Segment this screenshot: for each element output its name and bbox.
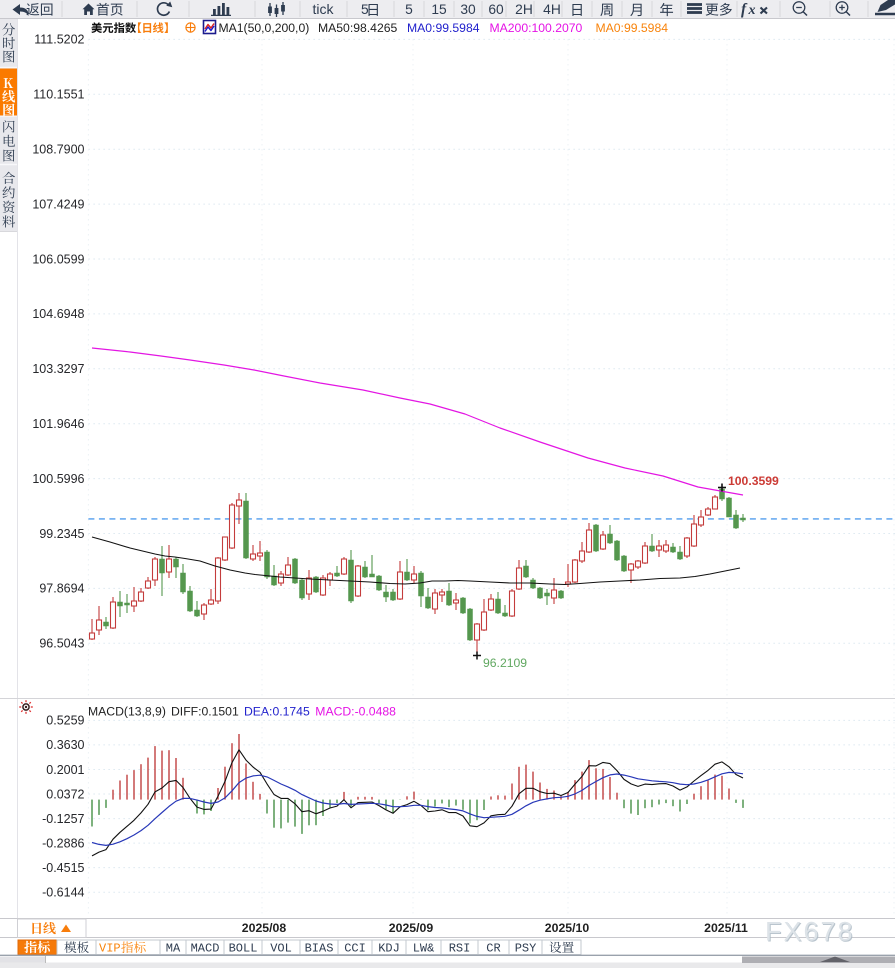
- svg-text:96.5043: 96.5043: [39, 637, 84, 651]
- svg-text:0.3630: 0.3630: [46, 738, 84, 752]
- svg-text:106.0599: 106.0599: [32, 252, 84, 266]
- svg-text:BOLL: BOLL: [229, 942, 258, 956]
- svg-text:DIFF:0.1501: DIFF:0.1501: [171, 705, 239, 719]
- svg-text:103.3297: 103.3297: [32, 362, 84, 376]
- svg-text:f: f: [741, 1, 748, 18]
- svg-text:VOL: VOL: [270, 942, 292, 956]
- svg-text:60: 60: [488, 2, 504, 17]
- svg-text:107.4249: 107.4249: [32, 197, 84, 211]
- svg-text:MACD:-0.0488: MACD:-0.0488: [315, 705, 396, 719]
- svg-text:x: x: [748, 3, 756, 18]
- svg-text:MA0:99.5984: MA0:99.5984: [596, 21, 669, 35]
- svg-text:111.5202: 111.5202: [34, 33, 84, 47]
- svg-text:CCI: CCI: [344, 942, 366, 956]
- svg-text:FX678: FX678: [765, 917, 855, 947]
- svg-text:0.2001: 0.2001: [46, 763, 84, 777]
- svg-text:PSY: PSY: [515, 942, 537, 956]
- svg-text:2025/09: 2025/09: [389, 921, 434, 935]
- svg-text:MA50:98.4265: MA50:98.4265: [318, 21, 398, 35]
- svg-text:2025/11: 2025/11: [704, 921, 748, 935]
- svg-text:5: 5: [361, 2, 369, 17]
- svg-text:4H: 4H: [543, 2, 561, 17]
- svg-text:2025/10: 2025/10: [545, 921, 590, 935]
- svg-text:30: 30: [460, 2, 476, 17]
- svg-text:0.5259: 0.5259: [46, 714, 84, 728]
- svg-text:110.1551: 110.1551: [33, 88, 84, 102]
- svg-text:MA: MA: [166, 942, 181, 956]
- svg-text:108.7900: 108.7900: [32, 143, 84, 157]
- svg-text:DEA:0.1745: DEA:0.1745: [244, 705, 310, 719]
- svg-text:tick: tick: [313, 1, 335, 17]
- svg-text:MA0:99.5984: MA0:99.5984: [407, 21, 480, 35]
- svg-text:-0.1257: -0.1257: [42, 812, 84, 826]
- svg-text:96.2109: 96.2109: [483, 656, 527, 670]
- svg-text:VIP: VIP: [99, 942, 121, 956]
- svg-text:MACD: MACD: [191, 942, 220, 956]
- svg-text:LW&: LW&: [413, 942, 435, 956]
- svg-text:2025/08: 2025/08: [242, 921, 287, 935]
- svg-text:BIAS: BIAS: [305, 942, 334, 956]
- svg-text:15: 15: [431, 2, 447, 17]
- svg-text:FX678: FX678: [766, 918, 856, 948]
- svg-text:2H: 2H: [515, 2, 533, 17]
- svg-text:101.9646: 101.9646: [32, 417, 84, 431]
- svg-text:97.8694: 97.8694: [39, 582, 84, 596]
- svg-text:MACD(13,8,9): MACD(13,8,9): [88, 705, 166, 719]
- svg-text:CR: CR: [486, 942, 500, 956]
- svg-text:MA1(50,0,200,0): MA1(50,0,200,0): [219, 21, 310, 35]
- svg-text:5: 5: [405, 2, 413, 17]
- svg-text:0.0372: 0.0372: [46, 787, 84, 801]
- svg-text:100.3599: 100.3599: [728, 474, 779, 488]
- svg-text:-0.4515: -0.4515: [42, 861, 84, 875]
- svg-text:MA200:100.2070: MA200:100.2070: [490, 21, 583, 35]
- svg-text:RSI: RSI: [449, 942, 471, 956]
- svg-text:104.6948: 104.6948: [32, 307, 84, 321]
- svg-text:-0.6144: -0.6144: [42, 886, 84, 900]
- svg-text:100.5996: 100.5996: [32, 472, 84, 486]
- svg-text:KDJ: KDJ: [378, 942, 400, 956]
- svg-text:99.2345: 99.2345: [39, 527, 84, 541]
- svg-text:-0.2886: -0.2886: [42, 836, 84, 850]
